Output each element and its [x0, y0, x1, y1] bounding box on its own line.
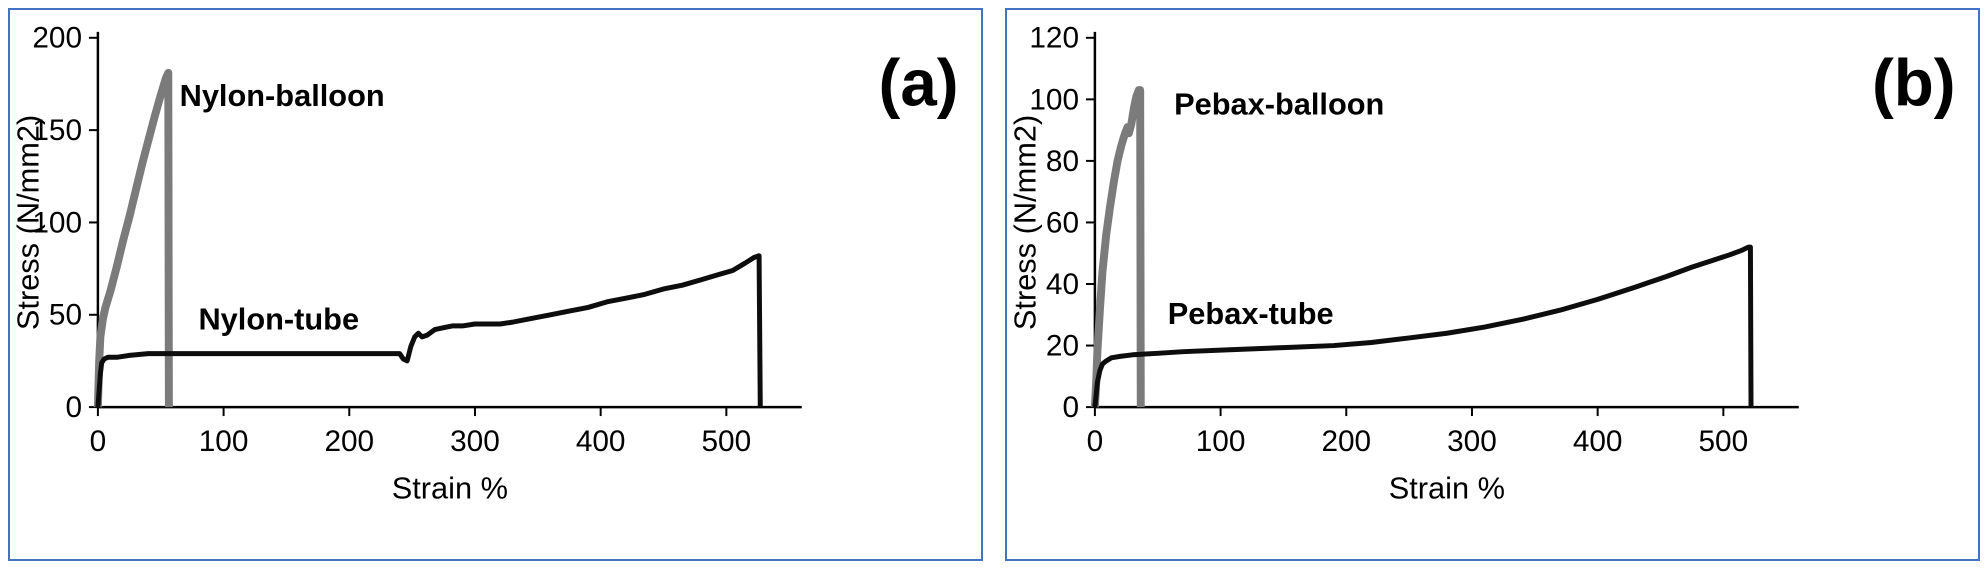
y-tick-label: 60: [1046, 206, 1079, 239]
y-tick-label: 100: [32, 206, 82, 239]
x-tick-label: 0: [1087, 425, 1104, 458]
series-line-pebax-tube: [1092, 244, 1754, 408]
y-tick-label: 100: [1029, 83, 1079, 116]
series-line-nylon-balloon: [93, 68, 173, 408]
x-tick-label: 400: [1573, 425, 1623, 458]
series-line-pebax-balloon: [1090, 86, 1145, 408]
y-tick-label: 0: [65, 391, 82, 424]
x-tick-label: 300: [1447, 425, 1497, 458]
x-tick-label: 500: [1699, 425, 1749, 458]
chart-panel-b: 0 100 200 300 400 500 0 20 40 60 80 100 120 Strain % S…: [1005, 8, 1980, 561]
x-axis-title: Strain %: [1389, 470, 1505, 505]
y-tick-label: 150: [32, 114, 82, 147]
panel-letter: (a): [879, 46, 959, 119]
y-axis-title: Stress (N/mm2): [10, 115, 45, 330]
x-tick-label: 0: [90, 425, 107, 458]
x-tick-label: 300: [450, 425, 500, 458]
chart-panel-a: 0 100 200 300 400 500 0 50 100 150 200 Strain % Stre…: [8, 8, 983, 561]
series-annotation: Nylon-balloon: [180, 78, 385, 113]
stress-strain-chart-b: 0 100 200 300 400 500 0 20 40 60 80 100 120 Strain % S…: [1007, 22, 1956, 506]
x-tick-label: 100: [199, 425, 249, 458]
x-tick-label: 100: [1196, 425, 1246, 458]
series-annotation: Nylon-tube: [198, 302, 359, 337]
stress-strain-chart-a: 0 100 200 300 400 500 0 50 100 150 200 Strain % Stre…: [10, 22, 959, 506]
y-tick-label: 50: [49, 299, 82, 332]
x-tick-label: 200: [1321, 425, 1371, 458]
y-tick-label: 40: [1046, 268, 1079, 301]
y-axis-title: Stress (N/mm2): [1007, 115, 1042, 330]
x-tick-label: 200: [324, 425, 374, 458]
y-tick-label: 120: [1029, 22, 1079, 55]
series-line-nylon-tube: [95, 253, 763, 408]
y-tick-label: 20: [1046, 329, 1079, 362]
series-annotation: Pebax-tube: [1168, 296, 1334, 331]
panel-letter: (b): [1872, 46, 1956, 119]
y-tick-label: 80: [1046, 145, 1079, 178]
y-tick-label: 0: [1062, 391, 1079, 424]
x-axis-title: Strain %: [392, 470, 508, 505]
x-tick-label: 400: [576, 425, 626, 458]
y-tick-label: 200: [32, 22, 82, 55]
series-annotation: Pebax-balloon: [1174, 87, 1384, 122]
x-tick-label: 500: [702, 425, 752, 458]
